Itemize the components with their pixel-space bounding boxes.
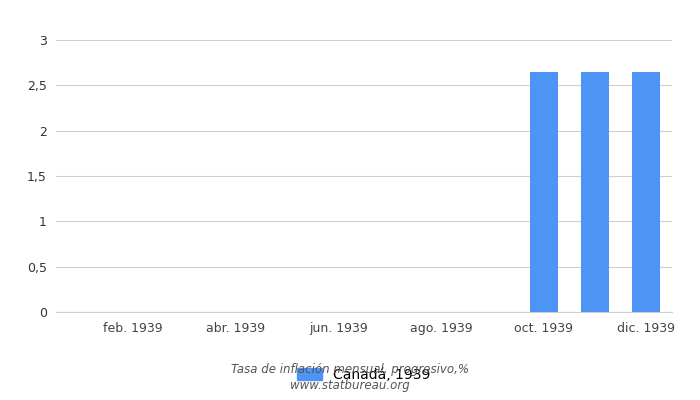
Text: Tasa de inflación mensual, progresivo,%: Tasa de inflación mensual, progresivo,% [231,364,469,376]
Bar [529,72,558,312]
Bar [632,72,660,312]
Bar [581,72,609,312]
Text: www.statbureau.org: www.statbureau.org [290,380,410,392]
Legend: Canadá, 1939: Canadá, 1939 [298,368,430,382]
